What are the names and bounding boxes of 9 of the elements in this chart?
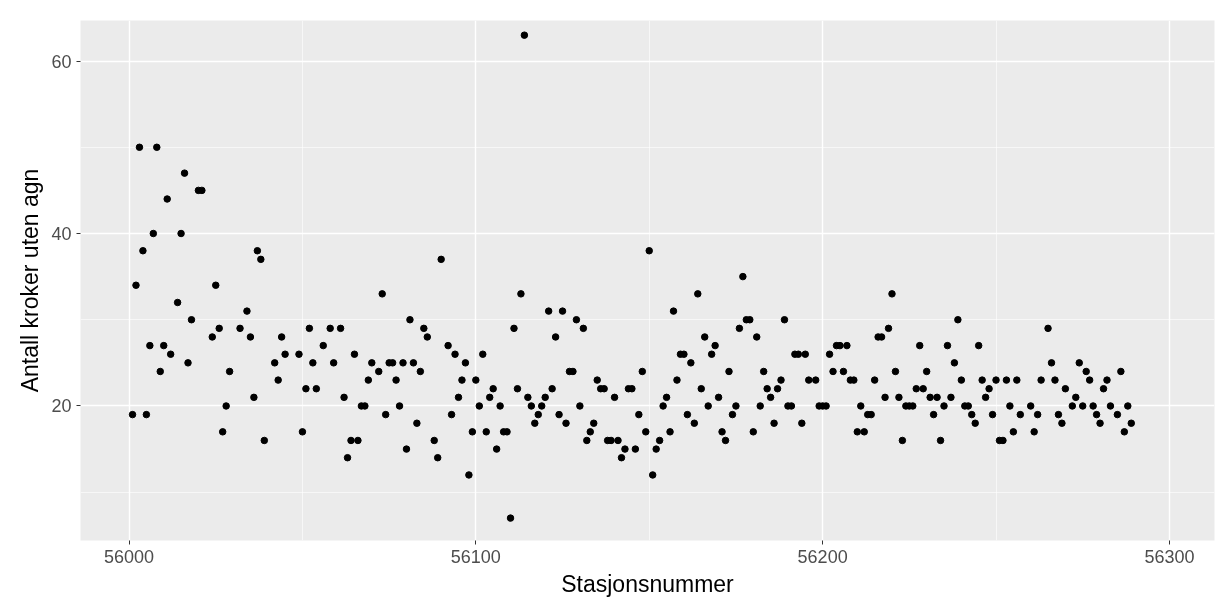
x-tick-label: 56300	[1144, 546, 1195, 567]
x-tick-label: 56200	[797, 546, 848, 567]
y-tick-label: 40	[51, 224, 72, 244]
y-tick-label: 60	[51, 51, 72, 72]
x-tick-label: 56100	[450, 546, 501, 567]
y-axis-title: Antall kroker uten agn	[17, 168, 44, 393]
x-tick-label: 56000	[104, 546, 155, 567]
x-axis-title: Stasjonsnummer	[561, 570, 735, 597]
y-tick-label: 20	[51, 396, 72, 417]
